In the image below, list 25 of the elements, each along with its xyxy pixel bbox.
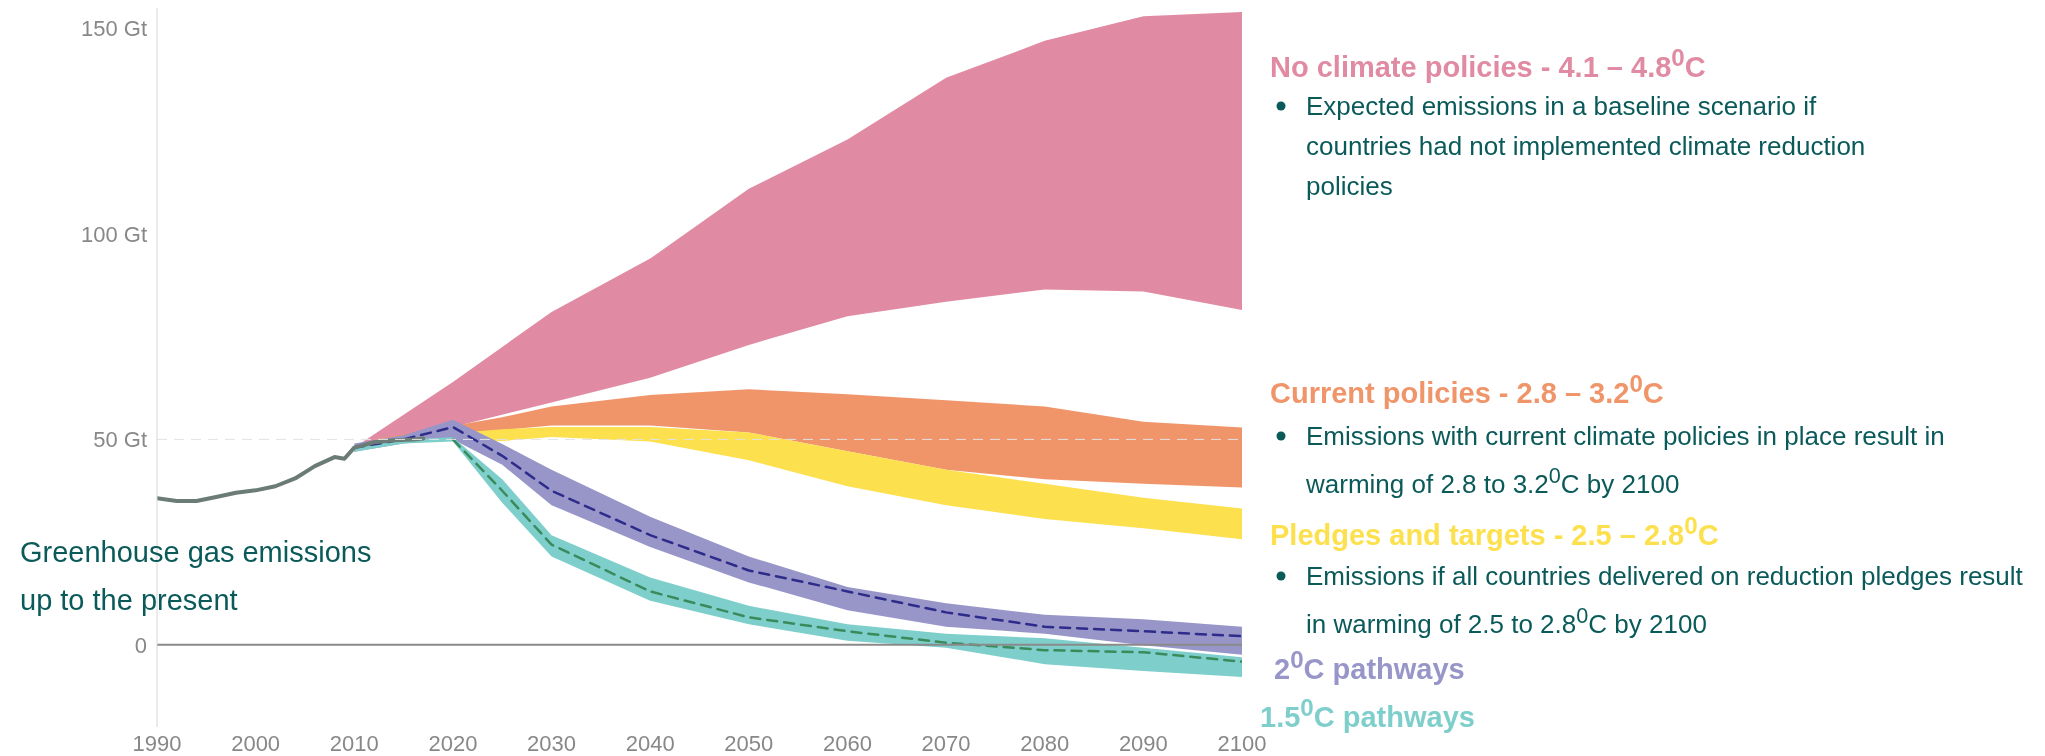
y-tick-label: 100 Gt [80, 221, 147, 247]
x-tick-label: 2000 [231, 730, 281, 756]
x-tick-label: 2050 [724, 730, 774, 756]
x-tick-label: 2070 [921, 730, 971, 756]
x-tick-label: 2060 [822, 730, 872, 756]
text: Greenhouse gas emissions up to the present [20, 535, 373, 618]
y-tick-label: 50 Gt [93, 427, 147, 453]
x-tick-label: 2020 [428, 730, 478, 756]
text: Expected emissions in a baseline scenario if countries had not implemented climate reduction policies [1306, 90, 1867, 203]
x-tick-label: 2090 [1118, 730, 1168, 756]
line-series [451, 438, 1242, 663]
legend-label: 2$^{0}$C pathways [1274, 646, 1465, 685]
x-tick-label: 1990 [132, 730, 182, 756]
x-tick-label: 2030 [527, 730, 577, 756]
x-tick-label: 2040 [625, 730, 675, 756]
line-series [157, 436, 426, 504]
legend-label: Current policies - 2.8 – 3.2$^{0}$C [1270, 369, 1664, 411]
x-tick-label: 2080 [1020, 730, 1070, 756]
legend-label: No climate policies - 4.1 – 4.8$^{0}$C [1270, 43, 1706, 85]
legend-label: Pledges and targets - 2.5 – 2.8$^{0}$C [1270, 511, 1719, 553]
text: Emissions if all countries delivered on reduction pledges result in warming of 2.5 to 2.8$^{0}$C by 2100 [1306, 560, 2024, 641]
text: Emissions with current climate policies in place result in warming of 2.8 to 3.2$^{0}$C by 2100 [1306, 420, 1946, 501]
y-tick-label: 0 [134, 632, 147, 658]
x-tick-label: 2010 [329, 730, 379, 756]
y-tick-label: 150 Gt [80, 16, 147, 42]
